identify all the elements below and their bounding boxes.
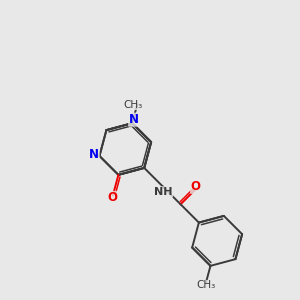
Text: NH: NH — [154, 187, 172, 197]
Text: N: N — [89, 148, 99, 161]
Text: CH₃: CH₃ — [196, 280, 215, 290]
Text: O: O — [191, 180, 201, 193]
Text: N: N — [129, 113, 139, 126]
Text: CH₃: CH₃ — [123, 100, 142, 110]
Text: O: O — [108, 191, 118, 204]
